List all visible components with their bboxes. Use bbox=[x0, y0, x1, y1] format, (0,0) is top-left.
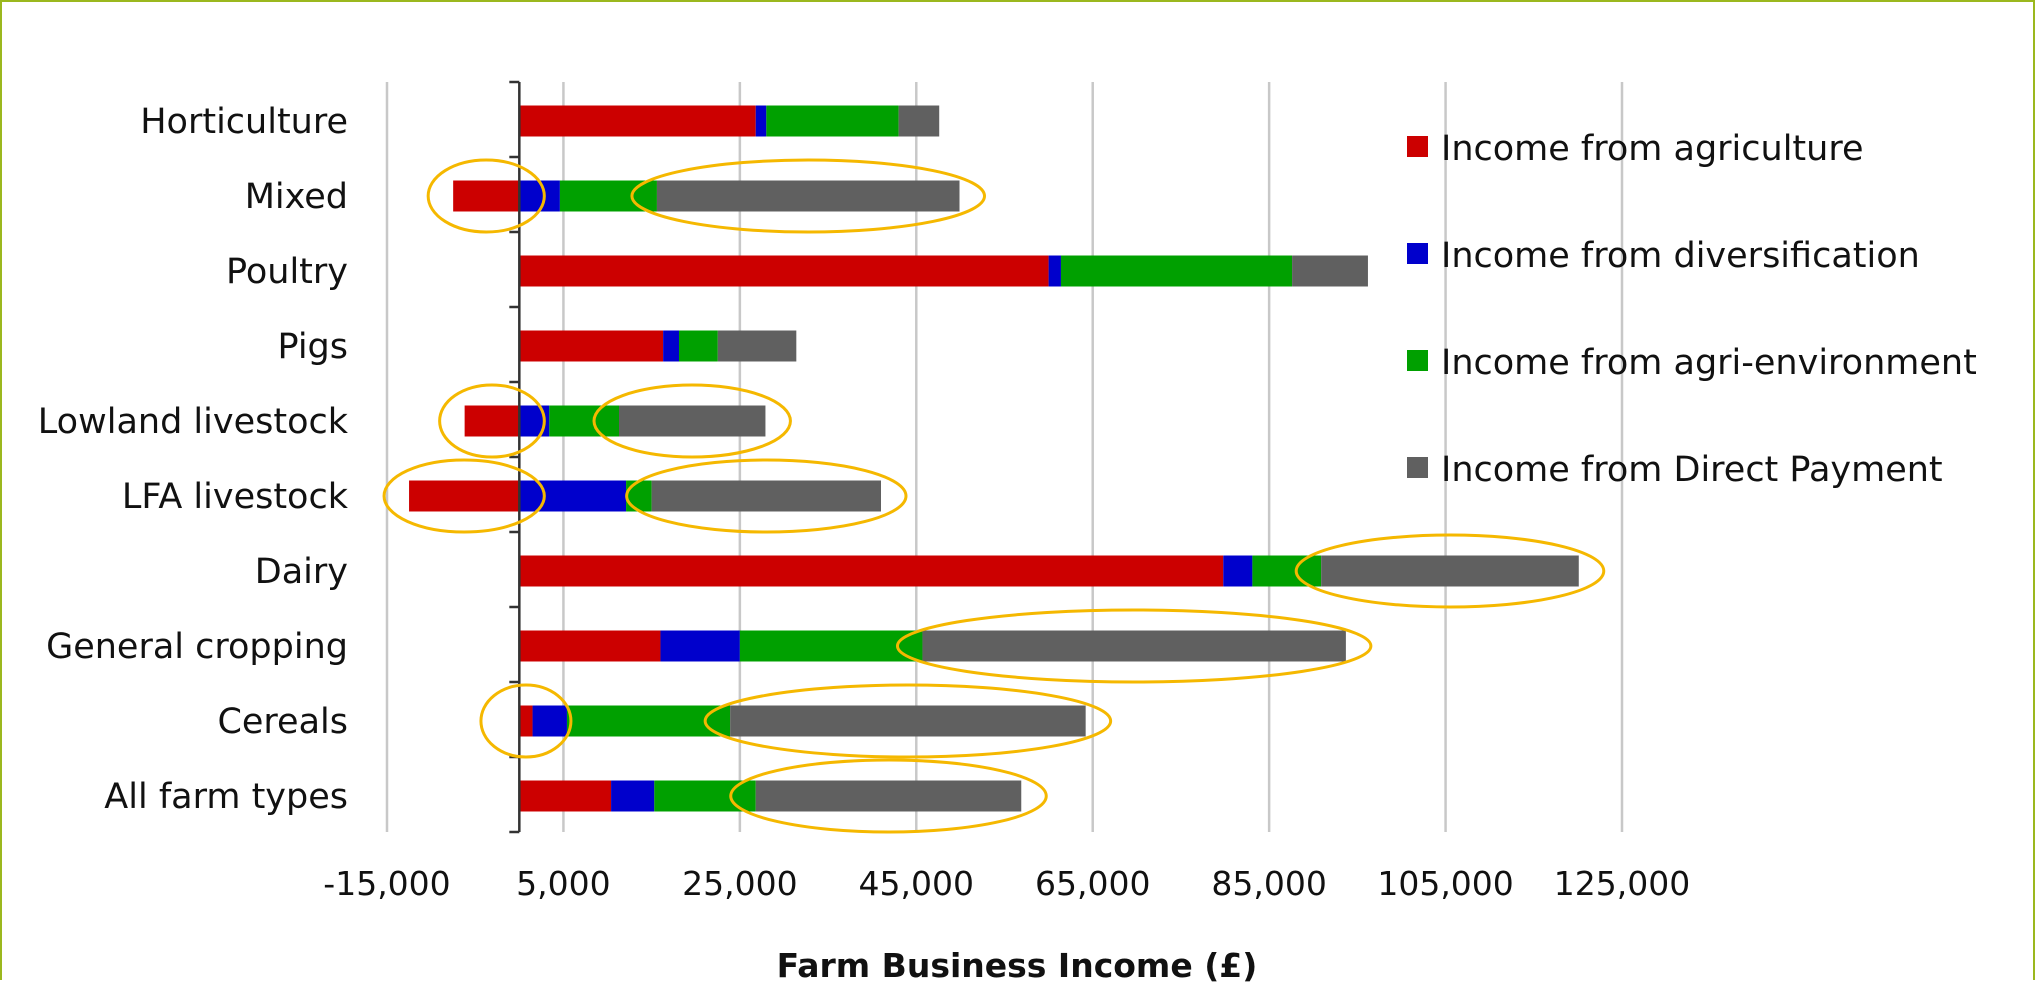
bar-segment bbox=[1292, 255, 1368, 287]
bar-segment bbox=[1321, 555, 1579, 587]
bar-segment bbox=[678, 330, 718, 362]
bar-segment bbox=[519, 780, 612, 812]
bar-segment bbox=[663, 330, 679, 362]
legend-label: Income from diversification bbox=[1441, 236, 1920, 276]
highlight-ellipse bbox=[630, 158, 987, 234]
bar-segment bbox=[739, 630, 923, 662]
x-tick-label: 5,000 bbox=[516, 864, 610, 903]
bar-segment bbox=[549, 405, 620, 437]
legend-swatch bbox=[1407, 243, 1428, 264]
x-axis-title: Farm Business Income (£) bbox=[777, 946, 1258, 984]
highlight-ellipse bbox=[729, 758, 1048, 834]
bar-segment bbox=[619, 405, 766, 437]
legend-swatch bbox=[1407, 136, 1428, 157]
legend: Income from agriculture Income from diver… bbox=[1407, 129, 1977, 490]
category-label: Lowland livestock bbox=[38, 402, 349, 442]
bar-segment bbox=[651, 480, 881, 512]
x-tick-label: 45,000 bbox=[859, 864, 974, 903]
highlight-ellipse bbox=[895, 608, 1373, 684]
bar-segment bbox=[922, 630, 1346, 662]
x-tick-label: 125,000 bbox=[1554, 864, 1690, 903]
category-label: Cereals bbox=[217, 702, 348, 742]
bar-segment bbox=[519, 630, 661, 662]
bar-segment bbox=[519, 180, 560, 212]
bar-segment bbox=[656, 180, 960, 212]
category-label: General cropping bbox=[46, 627, 348, 667]
category-label: Pigs bbox=[277, 327, 348, 367]
bar-segment bbox=[1252, 555, 1322, 587]
highlight-ellipse bbox=[479, 683, 573, 759]
labels: Farm Business Income (£) -15,000 5,000 25,… bbox=[38, 102, 1690, 984]
bar-segment bbox=[755, 780, 1022, 812]
legend-label: Income from Direct Payment bbox=[1441, 450, 1943, 490]
bar-segment bbox=[519, 555, 1224, 587]
bar-segment bbox=[519, 705, 533, 737]
highlight-ellipse bbox=[625, 458, 908, 534]
category-label: All farm types bbox=[104, 777, 348, 817]
bar-segment bbox=[519, 480, 627, 512]
bar-segment bbox=[660, 630, 740, 662]
bar-segment bbox=[898, 105, 940, 137]
bar-segment bbox=[730, 705, 1086, 737]
bar-segment bbox=[611, 780, 655, 812]
x-tick-label: 65,000 bbox=[1035, 864, 1150, 903]
highlight-ellipse bbox=[426, 158, 546, 234]
highlight-ellipse bbox=[592, 383, 792, 459]
bar-segment bbox=[519, 255, 1049, 287]
category-label: Horticulture bbox=[140, 102, 348, 142]
bar-segment bbox=[532, 705, 567, 737]
x-tick-label: -15,000 bbox=[323, 864, 450, 903]
legend-swatch bbox=[1407, 350, 1428, 371]
bar-segment bbox=[566, 705, 731, 737]
category-label: Mixed bbox=[245, 177, 348, 217]
highlight-ellipse bbox=[703, 683, 1113, 759]
bar-segment bbox=[766, 105, 899, 137]
category-label: Poultry bbox=[226, 252, 348, 292]
highlight-ellipse bbox=[438, 383, 546, 459]
bar-segment bbox=[755, 105, 767, 137]
bar-segment bbox=[519, 105, 756, 137]
bar-segment bbox=[1060, 255, 1293, 287]
bar-segment bbox=[409, 480, 520, 512]
bar-segment bbox=[626, 480, 652, 512]
category-label: Dairy bbox=[255, 552, 348, 592]
bar-segment bbox=[519, 330, 664, 362]
bar-segment bbox=[1048, 255, 1061, 287]
bars bbox=[409, 105, 1579, 812]
legend-swatch bbox=[1407, 457, 1428, 478]
category-label: LFA livestock bbox=[122, 477, 349, 517]
x-tick-label: 85,000 bbox=[1211, 864, 1326, 903]
bar-segment bbox=[1223, 555, 1253, 587]
x-tick-label: 105,000 bbox=[1377, 864, 1513, 903]
highlight-ellipse bbox=[1294, 533, 1606, 609]
legend-label: Income from agri-environment bbox=[1441, 343, 1977, 383]
bar-segment bbox=[464, 405, 520, 437]
highlight-ellipse bbox=[382, 458, 546, 534]
x-tick-label: 25,000 bbox=[682, 864, 797, 903]
bar-segment bbox=[453, 180, 520, 212]
highlight-ellipses bbox=[382, 158, 1606, 834]
bar-segment bbox=[717, 330, 797, 362]
legend-label: Income from agriculture bbox=[1441, 129, 1863, 169]
